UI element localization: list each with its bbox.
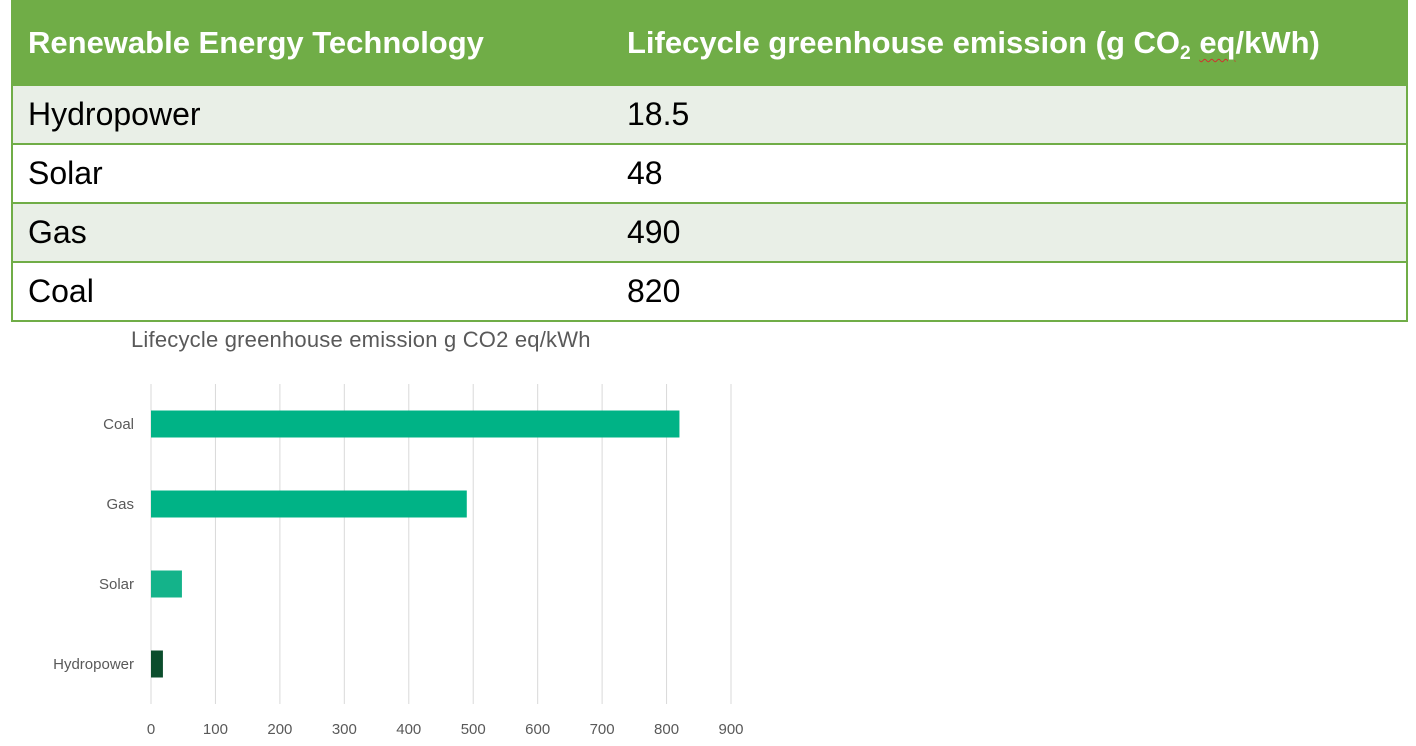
header-emission-suffix: /kWh) — [1235, 25, 1320, 60]
chart-title: Lifecycle greenhouse emission g CO2 eq/k… — [131, 327, 591, 352]
header-emission-subscript: 2 — [1180, 43, 1191, 64]
x-tick-label: 300 — [332, 721, 357, 738]
emissions-table: Renewable Energy Technology Lifecycle gr… — [11, 0, 1408, 322]
table-row: Gas 490 — [12, 202, 1407, 262]
header-emission: Lifecycle greenhouse emission (g CO2 eq/… — [612, 1, 1407, 85]
bar-chart: 0 100 200 300 400 500 600 700 800 900 Coal Gas Solar… — [53, 384, 744, 738]
cell-emission: 48 — [612, 143, 1407, 203]
bar — [151, 650, 163, 678]
x-tick-label: 200 — [267, 721, 292, 738]
cell-technology: Gas — [12, 202, 612, 262]
table-row: Coal 820 — [12, 261, 1407, 321]
cell-technology: Hydropower — [12, 84, 612, 144]
header-technology: Renewable Energy Technology — [12, 1, 612, 85]
x-tick-label: 700 — [590, 721, 615, 738]
header-emission-prefix: Lifecycle greenhouse emission (g CO — [627, 25, 1180, 60]
bar — [151, 570, 182, 598]
cell-emission: 18.5 — [612, 84, 1407, 144]
x-tick-label: 900 — [718, 721, 743, 738]
header-emission-eq: eq — [1199, 25, 1236, 60]
x-tick-label: 400 — [396, 721, 421, 738]
y-tick-label: Gas — [106, 496, 134, 513]
cell-technology: Coal — [12, 261, 612, 321]
y-tick-label: Solar — [99, 576, 134, 593]
y-tick-label: Coal — [103, 416, 134, 433]
x-tick-label: 500 — [461, 721, 486, 738]
y-tick-label: Hydropower — [53, 656, 134, 673]
x-tick-label: 100 — [203, 721, 228, 738]
x-tick-label: 800 — [654, 721, 679, 738]
cell-emission: 820 — [612, 261, 1407, 321]
table-row: Hydropower 18.5 — [12, 84, 1407, 144]
table-header-row: Renewable Energy Technology Lifecycle gr… — [12, 1, 1407, 85]
bar — [151, 410, 680, 438]
x-tick-label: 600 — [525, 721, 550, 738]
x-tick-label: 0 — [147, 721, 155, 738]
bar — [151, 490, 467, 518]
cell-technology: Solar — [12, 143, 612, 203]
table-row: Solar 48 — [12, 143, 1407, 203]
cell-emission: 490 — [612, 202, 1407, 262]
